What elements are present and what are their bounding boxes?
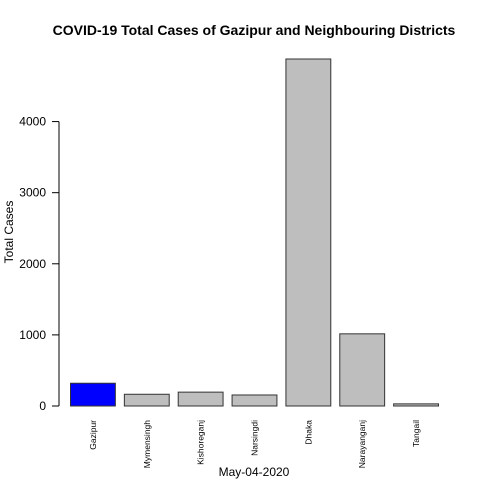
bar-dhaka bbox=[285, 58, 332, 407]
chart-title: COVID-19 Total Cases of Gazipur and Neig… bbox=[53, 22, 456, 38]
x-axis-label: May-04-2020 bbox=[219, 465, 290, 479]
y-tick-label: 3000 bbox=[19, 186, 46, 200]
y-axis-label: Total Cases bbox=[2, 201, 16, 264]
bars bbox=[69, 58, 440, 407]
x-tick-label: Kishoreganj bbox=[196, 420, 206, 465]
y-tick-label: 1000 bbox=[19, 328, 46, 342]
x-tick-label: Tangail bbox=[411, 420, 421, 447]
y-tick-label: 4000 bbox=[19, 115, 46, 129]
y-tick-label: 2000 bbox=[19, 257, 46, 271]
x-tick-label: Mymensingh bbox=[142, 420, 152, 468]
x-tick-label: Narsingdi bbox=[250, 420, 260, 456]
y-tick-label: 0 bbox=[39, 399, 46, 413]
bar-gazipur bbox=[69, 382, 116, 407]
y-axis: 0 1000 2000 3000 4000 bbox=[19, 115, 60, 413]
category-labels: Gazipur Mymensingh Kishoreganj Narsingdi Dha… bbox=[88, 420, 421, 468]
bar-mymensingh bbox=[123, 393, 170, 407]
x-tick-label: Gazipur bbox=[88, 420, 98, 450]
x-tick-label: Narayanganj bbox=[357, 420, 367, 468]
bar-kishoreganj bbox=[177, 391, 224, 407]
bar-tangail bbox=[393, 403, 440, 407]
x-tick-label: Dhaka bbox=[303, 420, 313, 445]
bar-narayanganj bbox=[339, 333, 386, 407]
bar-narsingdi bbox=[231, 394, 278, 407]
